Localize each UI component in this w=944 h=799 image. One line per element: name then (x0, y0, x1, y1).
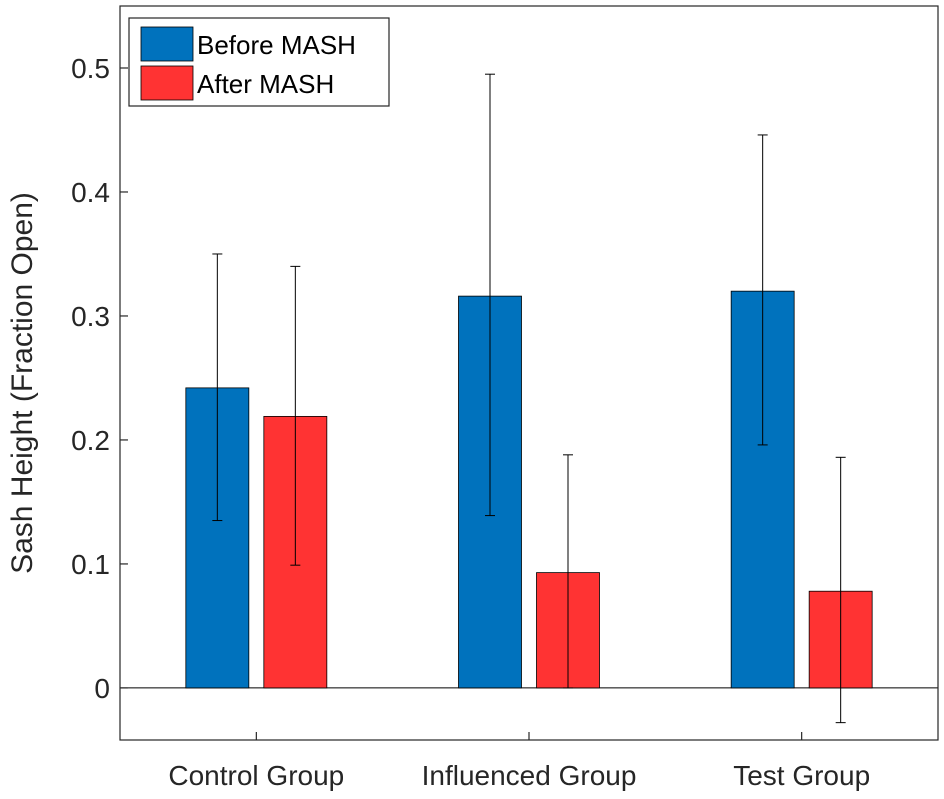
legend-swatch-after-mash (140, 65, 194, 101)
y-tick-label: 0.3 (71, 301, 110, 332)
legend-label-after-mash: After MASH (197, 69, 334, 99)
error-bar (757, 134, 768, 446)
y-tick-label: 0.2 (71, 425, 110, 456)
y-tick-label: 0.4 (71, 177, 110, 208)
legend-swatch-before-mash (140, 26, 194, 62)
x-tick-label: Control Group (168, 760, 344, 791)
y-tick-label: 0 (94, 673, 110, 704)
legend: Before MASH After MASH (128, 17, 390, 107)
error-bar (212, 253, 223, 522)
plot-area (120, 73, 938, 724)
legend-label-before-mash: Before MASH (197, 30, 356, 60)
y-tick-label: 0.1 (71, 549, 110, 580)
y-axis-title: Sash Height (Fraction Open) (6, 192, 39, 574)
x-tick-label: Test Group (733, 760, 870, 791)
error-bar (485, 73, 495, 517)
y-axis: 0 0.1 0.2 0.3 0.4 0.5 (71, 53, 128, 704)
error-bar (290, 265, 301, 566)
error-bar (835, 456, 846, 724)
y-tick-label: 0.5 (71, 53, 110, 84)
error-bar (563, 454, 573, 689)
x-tick-label: Influenced Group (422, 760, 637, 791)
x-axis: Control Group Influenced Group Test Group (168, 732, 870, 791)
